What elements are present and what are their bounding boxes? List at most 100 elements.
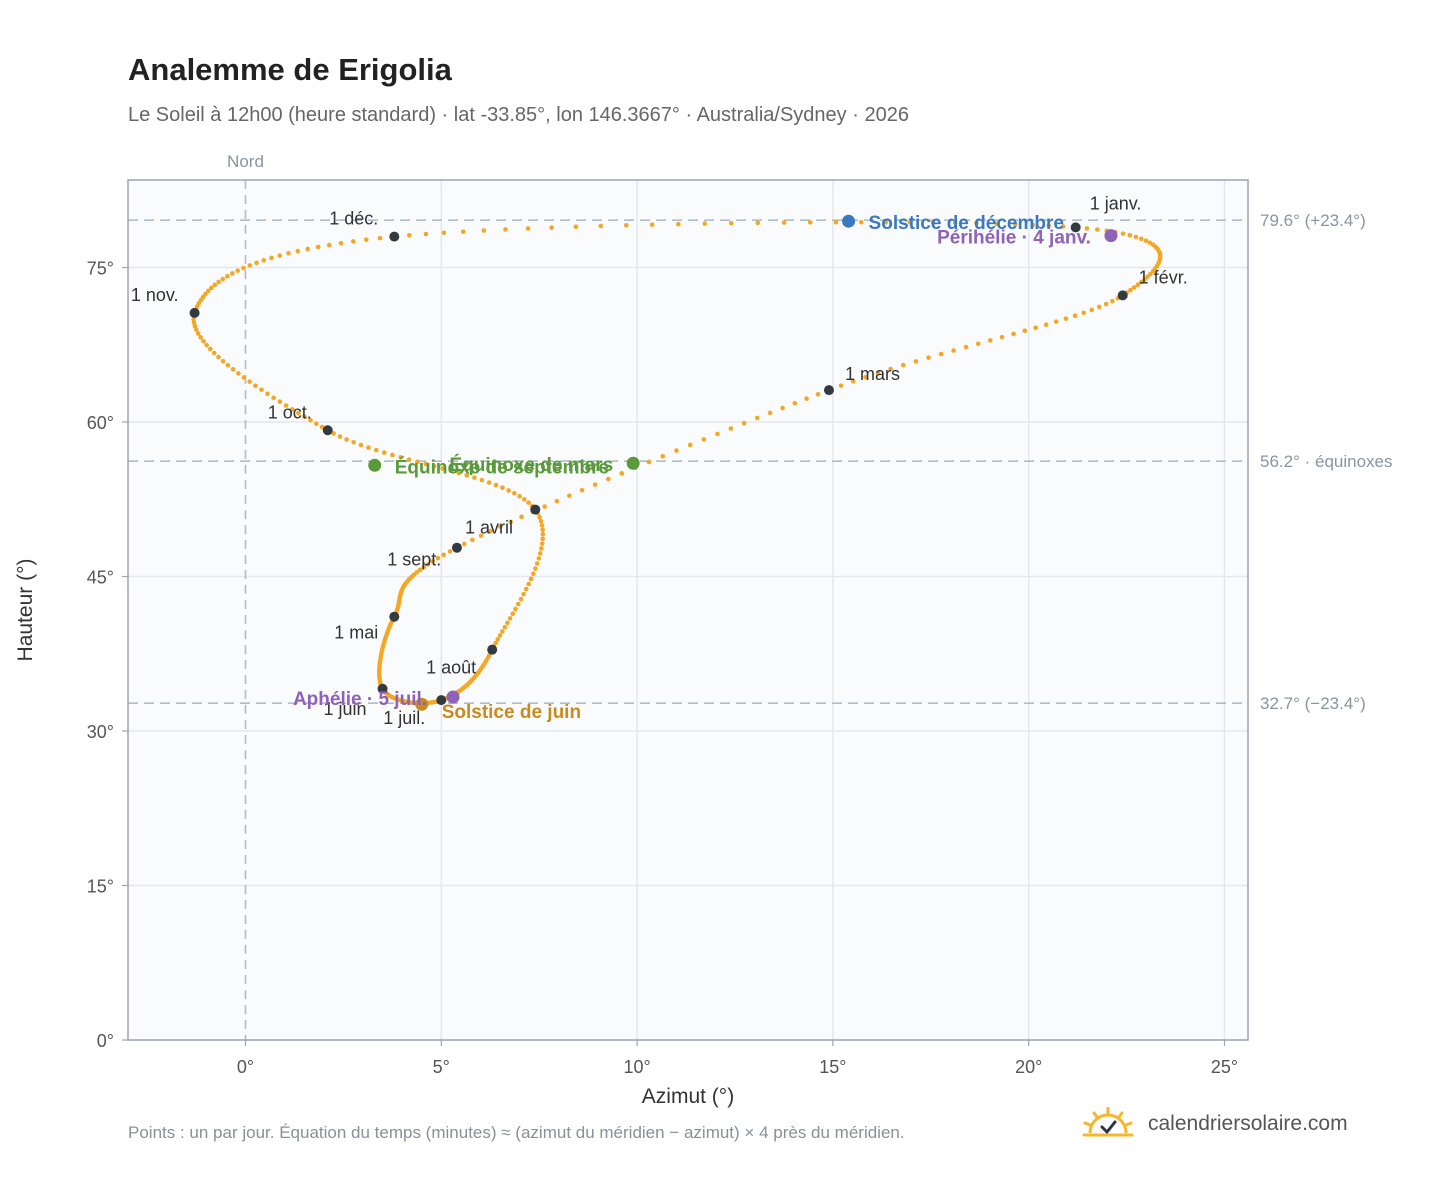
x-tick-label: 25° <box>1211 1057 1238 1077</box>
x-tick-label: 20° <box>1015 1057 1042 1077</box>
daily-point <box>271 395 276 401</box>
daily-point <box>431 463 437 469</box>
daily-point <box>407 232 412 238</box>
daily-point <box>907 220 913 225</box>
daily-point <box>833 219 839 225</box>
daily-point <box>1103 301 1109 307</box>
event-label: Périhélie · 4 janv. <box>937 228 1091 249</box>
daily-point <box>488 528 493 534</box>
daily-point <box>930 220 936 225</box>
daily-point <box>338 240 344 246</box>
daily-point <box>536 556 542 561</box>
month-marker <box>322 425 333 436</box>
month-marker <box>389 611 400 622</box>
daily-point <box>351 239 356 244</box>
daily-point <box>462 541 467 547</box>
daily-point <box>526 500 531 505</box>
daily-point <box>460 229 466 234</box>
daily-point <box>508 519 513 525</box>
event-marker <box>1104 229 1118 243</box>
daily-point <box>987 338 993 343</box>
event-label: Solstice de juin <box>442 702 581 723</box>
daily-point <box>225 273 230 279</box>
daily-point <box>554 498 560 504</box>
daily-point <box>592 482 598 487</box>
daily-point <box>525 226 531 231</box>
daily-point <box>308 417 313 423</box>
daily-point <box>204 342 209 348</box>
daily-point <box>493 482 499 488</box>
chart-title: Analemme de Erigolia <box>128 52 452 87</box>
daily-point <box>302 414 307 419</box>
daily-point <box>1053 319 1059 324</box>
daily-point <box>447 549 453 554</box>
daily-point <box>479 477 485 483</box>
daily-point <box>277 399 283 404</box>
daily-point <box>1110 298 1115 304</box>
daily-point <box>530 571 536 577</box>
daily-point <box>888 366 893 372</box>
x-tick-label: 10° <box>623 1057 650 1077</box>
daily-point <box>951 348 956 353</box>
daily-point <box>579 487 585 493</box>
daily-point <box>441 552 446 558</box>
daily-point <box>364 237 369 242</box>
axis-ticks: 0° 5° 10° 15° 20° 25° 0° 15° 30° 45° 60° 75° <box>87 259 1238 1077</box>
y-axis-label: Hauteur (°) <box>14 559 37 662</box>
daily-point <box>495 637 501 642</box>
daily-point <box>523 586 529 592</box>
daily-point <box>728 426 734 431</box>
daily-point <box>549 225 554 230</box>
daily-point <box>858 219 864 225</box>
daily-point <box>792 400 798 406</box>
daily-point <box>497 524 503 529</box>
x-tick-label: 15° <box>819 1057 846 1077</box>
daily-point <box>755 220 761 226</box>
daily-point <box>701 437 707 442</box>
month-label: 1 mai <box>334 623 378 643</box>
daily-point <box>1143 238 1149 243</box>
daily-point <box>1131 285 1137 290</box>
daily-point <box>286 250 291 256</box>
daily-point <box>518 596 524 602</box>
daily-point <box>265 391 270 397</box>
daily-point <box>539 546 544 551</box>
daily-point <box>207 346 213 352</box>
month-label: 1 avril <box>465 518 513 538</box>
daily-point <box>225 362 231 368</box>
daily-point <box>502 624 508 630</box>
daily-point <box>1128 287 1133 293</box>
daily-point <box>497 633 503 638</box>
daily-point <box>573 224 579 230</box>
footnote: Points : un par jour. Équation du temps … <box>128 1123 905 1142</box>
daily-point <box>687 442 693 448</box>
daily-point <box>421 564 427 570</box>
event-marker <box>415 697 429 711</box>
daily-point <box>500 485 505 491</box>
month-label: 1 déc. <box>329 209 378 229</box>
daily-point <box>566 493 572 499</box>
daily-point <box>1043 322 1049 327</box>
daily-point <box>598 223 604 229</box>
daily-point <box>676 221 681 227</box>
brand[interactable]: calendriersolaire.com <box>1082 1104 1348 1144</box>
y-tick-label: 0° <box>97 1031 114 1051</box>
daily-point <box>337 434 343 439</box>
daily-point <box>417 567 423 573</box>
daily-point <box>1084 226 1090 231</box>
daily-point <box>838 383 844 388</box>
daily-point <box>406 457 412 462</box>
daily-point <box>517 493 522 499</box>
daily-point <box>478 533 484 538</box>
month-markers: 1 janv. 1 févr. 1 mars 1 avril 1 mai 1 juin 1 … <box>131 193 1188 728</box>
daily-point <box>192 323 198 329</box>
daily-point <box>269 255 274 261</box>
daily-point <box>1089 307 1095 313</box>
month-label: 1 févr. <box>1139 267 1188 287</box>
daily-point <box>191 320 197 326</box>
daily-point <box>938 351 944 357</box>
x-axis-label: Azimut (°) <box>642 1085 734 1108</box>
daily-point <box>381 450 387 455</box>
daily-point <box>423 231 429 237</box>
